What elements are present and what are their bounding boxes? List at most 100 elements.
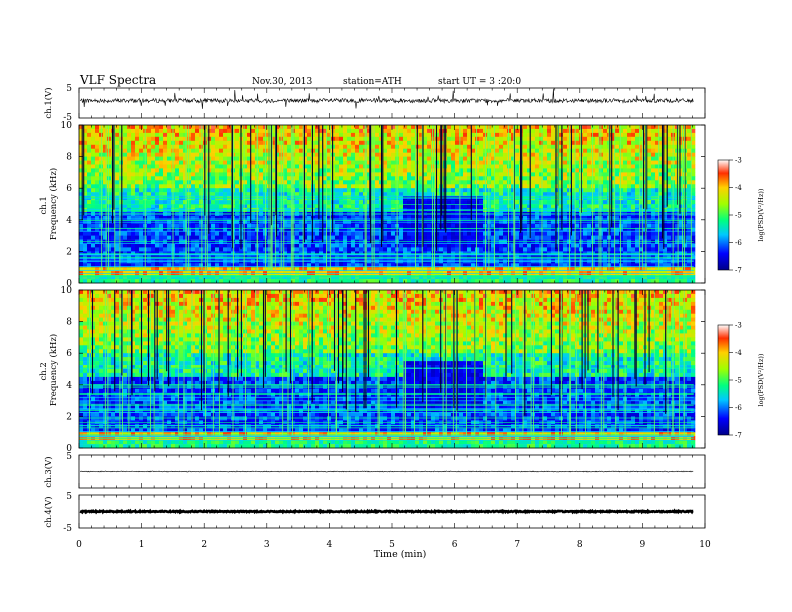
- spectrogram-cell: [251, 140, 256, 146]
- spectrogram-cell: [135, 188, 140, 193]
- spectrogram-cell: [287, 132, 292, 138]
- spectrogram-cell: [539, 125, 544, 130]
- spectrogram-cell: [535, 132, 540, 138]
- spectrogram-cell: [371, 156, 376, 161]
- spectrogram-cell: [131, 215, 136, 221]
- spectrogram-cell: [639, 132, 644, 138]
- spectrogram-cell: [615, 243, 620, 248]
- spectrogram-cell: [423, 125, 428, 130]
- spectrogram-cell: [343, 140, 348, 146]
- spectrogram-cell: [151, 200, 156, 205]
- spectrogram-cell: [195, 148, 200, 153]
- spectrogram-cell: [587, 184, 592, 189]
- spectrogram-cell: [183, 132, 188, 138]
- spectrogram-cell: [679, 152, 684, 157]
- spectrogram-cell: [275, 200, 280, 205]
- spectrogram-cell: [375, 172, 380, 177]
- spectrogram-cell: [99, 140, 104, 146]
- spectrogram-cell: [331, 247, 336, 252]
- spectrogram-cell: [503, 223, 508, 229]
- spectrogram-cell: [583, 125, 588, 130]
- spectrogram-cell: [375, 180, 380, 185]
- spectrogram-cell: [115, 215, 120, 221]
- spectrogram-cell: [547, 200, 552, 205]
- spectrogram-cell: [163, 188, 168, 193]
- spectrogram-cell: [299, 192, 304, 197]
- spectrogram-cell: [663, 160, 668, 165]
- spectrogram-cell: [127, 156, 132, 161]
- spectrogram-cell: [455, 227, 460, 232]
- spectrogram-cell: [435, 156, 440, 161]
- spectrogram-cell: [499, 144, 504, 150]
- spectrogram-cell: [391, 227, 396, 232]
- spectrogram-cell: [515, 172, 520, 177]
- spectrogram-cell: [355, 140, 360, 146]
- spectrogram-cell: [471, 243, 476, 248]
- spectrogram-cell: [391, 128, 396, 134]
- spectrogram-cell: [375, 184, 380, 189]
- spectrogram-cell: [319, 144, 324, 150]
- spectrogram-cell: [419, 176, 424, 181]
- spectrogram-cell: [423, 144, 428, 150]
- spectrogram-cell: [275, 125, 280, 130]
- spectrogram-cell: [663, 243, 668, 248]
- spectrogram-cell: [503, 196, 508, 201]
- spectrogram-cell: [359, 136, 364, 142]
- spectrogram-cell: [375, 204, 380, 209]
- spectrogram-cell: [443, 160, 448, 165]
- spectrogram-cell: [667, 200, 672, 205]
- spectrogram-cell: [459, 136, 464, 142]
- spectrogram-cell: [347, 156, 352, 161]
- spectrogram-cell: [495, 231, 500, 236]
- spectrogram-cell: [503, 172, 508, 177]
- spectrogram-cell: [139, 148, 144, 153]
- spectrogram-cell: [299, 243, 304, 248]
- spectrogram-cell: [151, 184, 156, 189]
- spectrogram-cell: [443, 148, 448, 153]
- spectrogram-cell: [495, 132, 500, 138]
- spectrogram-cell: [451, 243, 456, 248]
- spectrogram-cell: [235, 176, 240, 181]
- spectrogram-cell: [295, 132, 300, 138]
- spectrogram-cell: [627, 196, 632, 201]
- spectrogram-cell: [547, 156, 552, 161]
- spectrogram-cell: [91, 176, 96, 181]
- spectrogram-cell: [659, 144, 664, 150]
- spectrogram-cell: [335, 204, 340, 209]
- spectrogram-cell: [463, 180, 468, 185]
- spectrogram-cell: [135, 168, 140, 173]
- spectrogram-cell: [447, 128, 452, 134]
- spectrogram-cell: [495, 180, 500, 185]
- spectrogram-cell: [687, 168, 692, 173]
- spectrogram-cell: [495, 144, 500, 150]
- spectrogram-cell: [555, 188, 560, 193]
- spectrogram-cell: [411, 164, 416, 169]
- spectrogram-cell: [283, 192, 288, 197]
- spectrogram-cell: [195, 235, 200, 240]
- spectrogram-cell: [159, 125, 164, 130]
- spectrogram-cell: [283, 152, 288, 157]
- spectrogram-cell: [163, 152, 168, 157]
- spectrogram-cell: [211, 215, 216, 221]
- spectrogram-cell: [179, 215, 184, 221]
- spectrogram-cell: [103, 140, 108, 146]
- spectrogram-cell: [151, 140, 156, 146]
- spectrogram-cell: [355, 204, 360, 209]
- spectrogram-cell: [311, 215, 316, 221]
- spectrogram-cell: [215, 168, 220, 173]
- spectrogram-cell: [555, 132, 560, 138]
- spectrogram-cell: [399, 125, 404, 130]
- spectrogram-cell: [167, 168, 172, 173]
- spectrogram-cell: [315, 136, 320, 142]
- spectrogram-cell: [527, 128, 532, 134]
- spectrogram-cell: [131, 132, 136, 138]
- spectrogram-cell: [423, 140, 428, 146]
- spectrogram-cell: [491, 204, 496, 209]
- spectrogram-cell: [339, 125, 344, 130]
- spectrogram-cell: [299, 168, 304, 173]
- spectrogram-cell: [307, 231, 312, 236]
- spectrogram-cell: [647, 200, 652, 205]
- spectrogram-cell: [475, 200, 480, 205]
- spectrogram-cell: [463, 243, 468, 248]
